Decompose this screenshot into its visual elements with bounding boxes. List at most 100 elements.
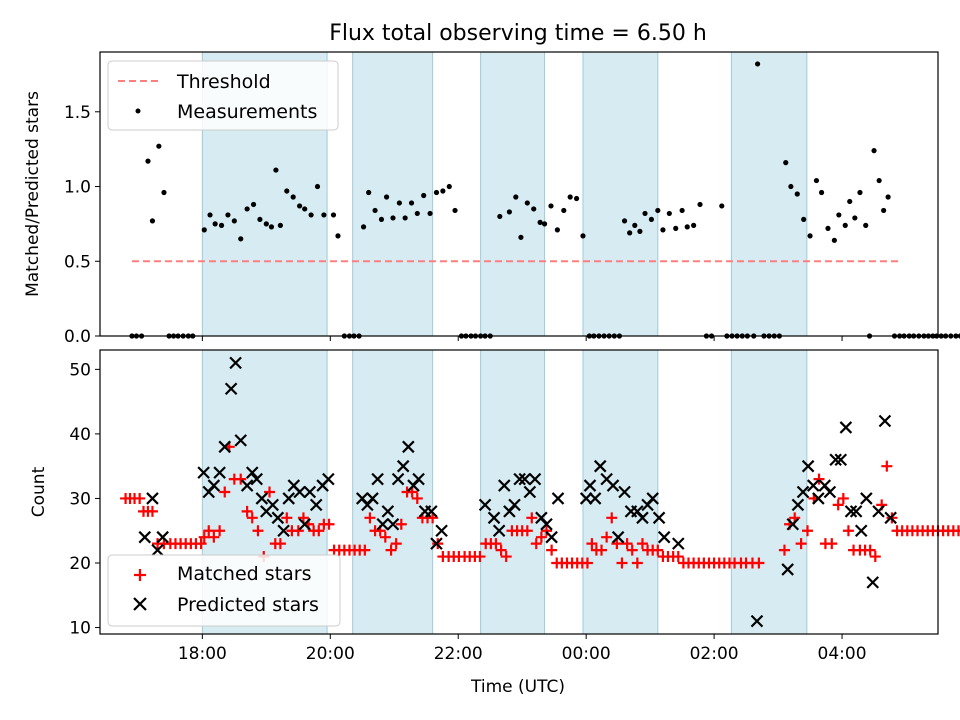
predicted-star-0 (138, 530, 152, 544)
matched-star-138 (864, 544, 876, 556)
matched-star-53 (395, 518, 407, 530)
measurement-point-51 (427, 210, 433, 217)
matched-star-39 (323, 518, 335, 530)
measurement-point-88 (642, 210, 648, 217)
predicted-star-44 (478, 498, 492, 512)
measurement-point-71 (548, 203, 554, 209)
bottom-y-tick-label-0: 10 (69, 619, 91, 639)
top-plot-frame (99, 51, 939, 337)
matched-star-23 (235, 473, 247, 485)
predicted-star-75 (781, 563, 794, 576)
measurement-point-119 (825, 225, 831, 231)
measurement-point-22 (257, 216, 263, 223)
matched-star-126 (795, 538, 807, 550)
bottom-y-tick-label-1: 20 (69, 554, 91, 574)
predicted-star-76 (786, 517, 800, 531)
predicted-star-6 (207, 479, 221, 492)
measurement-point-21 (250, 201, 257, 208)
measurement-point-30 (302, 206, 308, 212)
measurement-point-73 (561, 207, 567, 214)
predicted-star-4 (197, 466, 210, 479)
matched-star-97 (621, 538, 633, 550)
measurement-point-17 (225, 212, 231, 218)
measurement-point-92 (666, 210, 672, 217)
measurement-point-29 (296, 203, 303, 209)
predicted-star-42 (430, 537, 443, 550)
legend-matched-swatch (134, 569, 146, 581)
measurement-point-18 (231, 218, 237, 224)
x-tick-label-3: 00:00 (562, 644, 611, 664)
predicted-star-91 (866, 576, 880, 589)
predicted-star-88 (849, 505, 863, 518)
predicted-star-55 (540, 517, 553, 531)
top-y-tick-label-0: 0.0 (64, 327, 91, 347)
predicted-star-79 (801, 459, 815, 473)
predicted-star-25 (309, 498, 323, 512)
measurement-point-50 (421, 192, 427, 199)
predicted-star-33 (381, 505, 395, 518)
matched-star-80 (535, 531, 547, 543)
measurement-point-5 (156, 143, 162, 149)
measurement-point-96 (691, 222, 697, 228)
matched-star-141 (881, 460, 893, 472)
matched-star-92 (596, 544, 608, 556)
measurement-point-67 (524, 200, 530, 206)
matched-star-33 (292, 525, 304, 537)
predicted-star-15 (255, 492, 269, 505)
matched-star-132 (832, 499, 844, 511)
measurement-point-121 (836, 212, 842, 218)
predicted-star-61 (593, 459, 607, 473)
predicted-star-74 (750, 614, 764, 628)
measurement-point-32 (314, 183, 321, 190)
bottom-y-axis: 10 20 30 40 50 (69, 360, 100, 639)
measurement-point-41 (366, 189, 372, 196)
legend-threshold-label: Threshold (176, 71, 271, 93)
matched-star-56 (411, 492, 423, 504)
measurement-point-84 (621, 218, 628, 224)
predicted-star-89 (854, 524, 868, 538)
predicted-star-47 (498, 479, 511, 492)
x-axis-label: Time (UTC) (470, 677, 565, 697)
measurement-point-54 (446, 183, 452, 190)
predicted-star-37 (402, 440, 415, 454)
top-observing-window-4 (730, 51, 808, 337)
measurement-point-143 (943, 333, 949, 339)
measurement-point-91 (660, 227, 666, 233)
predicted-star-7 (213, 466, 226, 479)
predicted-star-83 (823, 485, 837, 499)
predicted-star-85 (834, 453, 848, 467)
top-observing-window-2 (480, 51, 546, 337)
x-tick-label-0: 18:00 (178, 644, 227, 664)
predicted-star-49 (508, 498, 521, 512)
predicted-star-53 (528, 472, 542, 486)
matched-star-46 (359, 544, 371, 556)
measurement-point-14 (207, 212, 213, 218)
matched-star-96 (616, 557, 628, 569)
predicted-star-57 (551, 492, 565, 505)
measurement-point-75 (573, 195, 580, 202)
measurement-point-97 (697, 201, 703, 208)
predicted-star-14 (250, 472, 264, 486)
measurement-point-43 (378, 216, 385, 223)
measurement-point-46 (396, 200, 402, 206)
matched-star-6 (146, 505, 158, 517)
x-tick-label-5: 04:00 (818, 644, 867, 664)
measurement-point-74 (567, 194, 573, 200)
predicted-star-81 (812, 492, 825, 505)
matched-star-78 (526, 512, 538, 524)
matched-star-50 (379, 531, 391, 543)
measurement-point-146 (957, 333, 960, 339)
measurement-point-69 (537, 219, 543, 225)
measurement-point-94 (679, 207, 685, 214)
matched-star-139 (869, 551, 881, 563)
measurement-point-128 (871, 148, 877, 154)
predicted-star-80 (806, 479, 820, 492)
x-tick-label-2: 22:00 (434, 644, 483, 664)
matched-star-133 (837, 492, 849, 504)
measurement-point-70 (541, 221, 548, 227)
top-y-tick-label-2: 1.0 (64, 178, 91, 198)
predicted-star-30 (366, 492, 379, 505)
measurement-point-113 (788, 183, 794, 190)
predicted-star-72 (657, 530, 671, 544)
predicted-star-45 (487, 511, 501, 525)
